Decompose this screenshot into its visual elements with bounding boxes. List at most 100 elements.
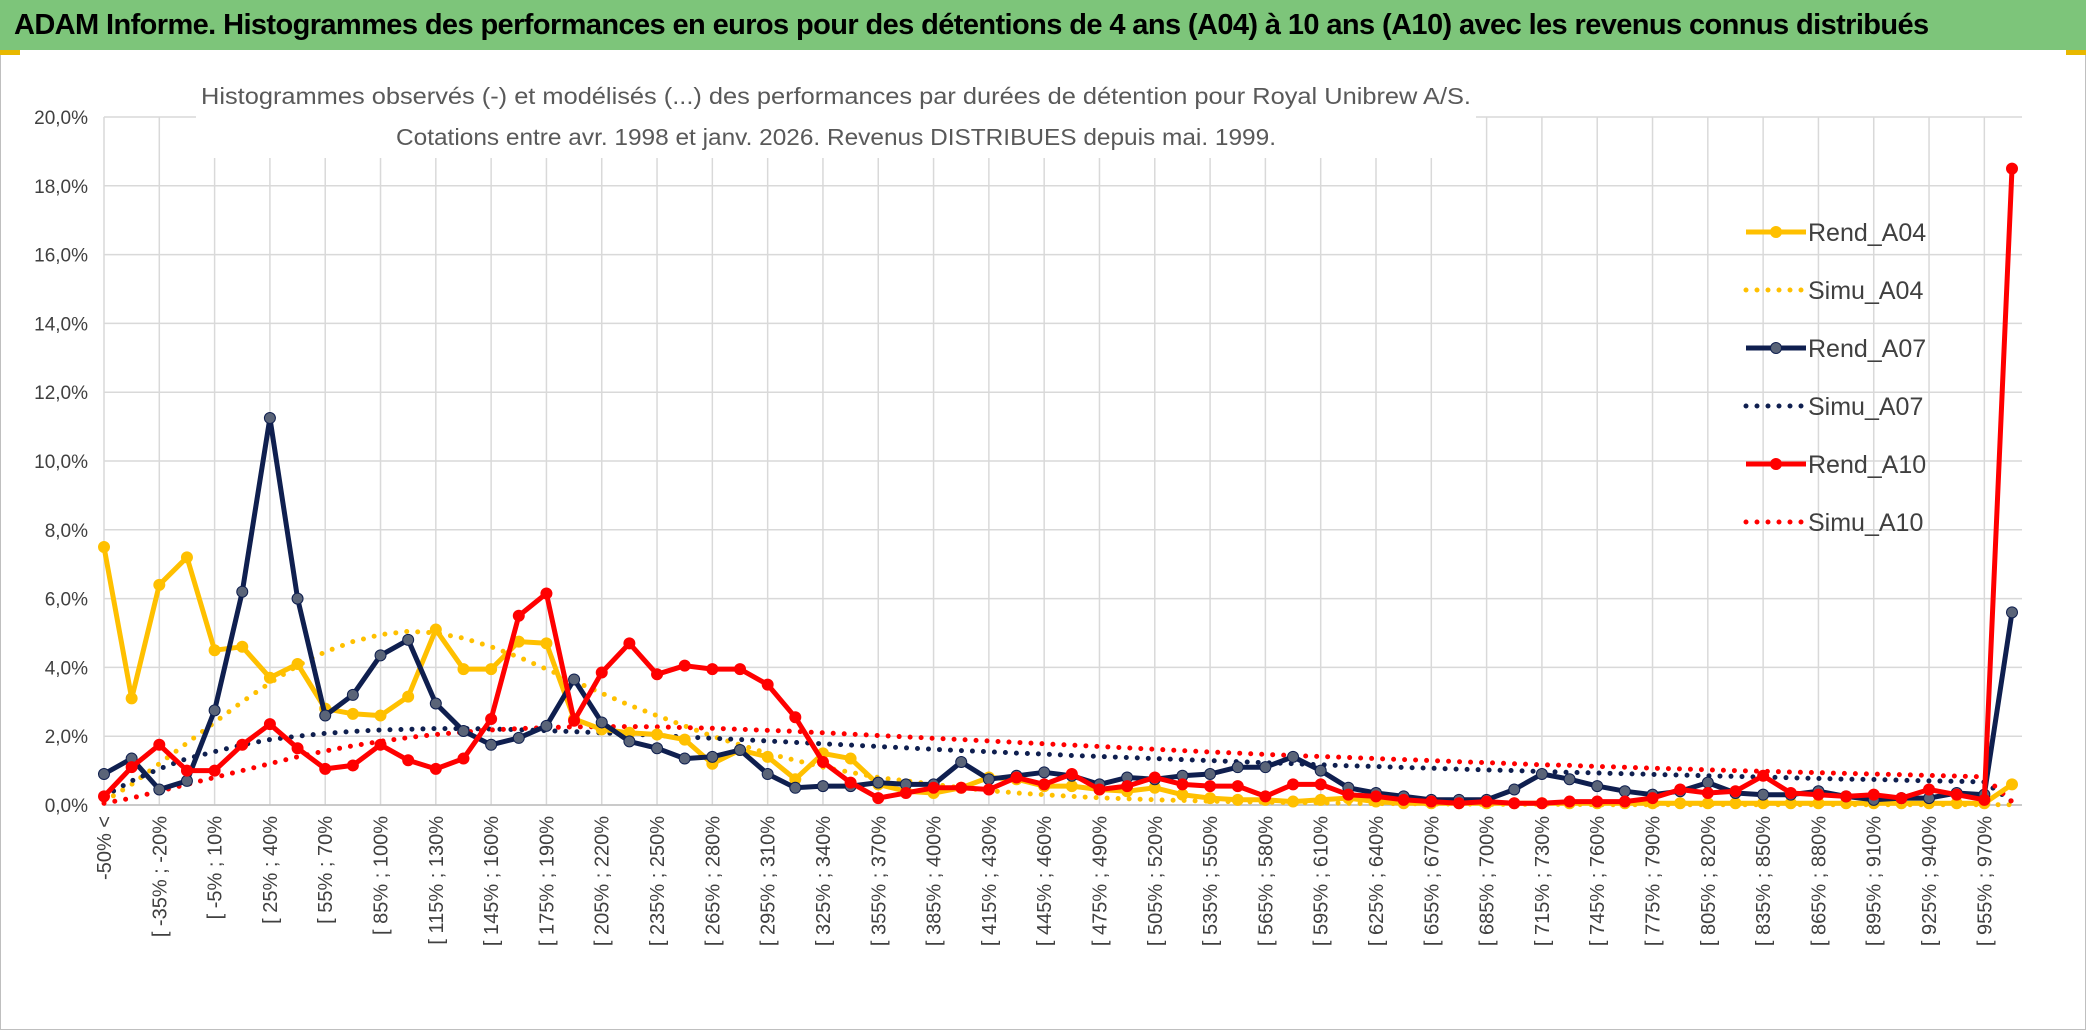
data-point-rend-a07: [568, 673, 581, 686]
x-tick-label: [ 115% ; 130%: [426, 816, 448, 945]
data-point-rend-a04: [263, 671, 276, 684]
x-tick-label: [ 415% ; 430%: [979, 816, 1001, 946]
x-tick-label: [ 145% ; 160%: [481, 816, 503, 946]
data-point-rend-a10: [1895, 792, 1908, 805]
data-point-rend-a07: [319, 709, 332, 722]
x-tick-label: [ 775% ; 790%: [1643, 816, 1665, 946]
frame-corner-left: [0, 50, 20, 55]
data-point-rend-a10: [789, 711, 802, 724]
data-point-rend-a07: [291, 592, 304, 605]
data-point-rend-a04: [125, 692, 138, 705]
data-point-rend-a10: [1646, 792, 1659, 805]
data-point-rend-a07: [1204, 768, 1217, 781]
data-point-rend-a10: [955, 781, 968, 794]
x-tick-label: [ 265% ; 280%: [702, 816, 724, 946]
data-point-rend-a04: [208, 644, 221, 657]
y-axis: 0,0% 2,0% 4,0% 6,0% 8,0% 10,0% 12,0% 14,0% 16,0%…: [34, 108, 88, 817]
data-point-rend-a10: [706, 663, 719, 676]
data-point-rend-a04: [2006, 778, 2018, 791]
data-point-rend-a04: [540, 637, 553, 650]
data-point-rend-a04: [236, 640, 249, 653]
x-tick-label: [ 205% ; 220%: [592, 816, 614, 946]
x-tick-label: [ 475% ; 490%: [1089, 816, 1111, 946]
legend-label: Rend_A07: [1808, 335, 1926, 363]
data-point-rend-a07: [761, 768, 774, 781]
data-point-rend-a07: [1038, 766, 1051, 779]
data-point-rend-a04: [1674, 797, 1687, 810]
x-tick-label: [ 25% ; 40%: [260, 816, 282, 924]
x-tick-label: [ 535% ; 550%: [1200, 816, 1222, 946]
data-point-rend-a07: [208, 704, 221, 717]
data-point-rend-a10: [1259, 790, 1272, 803]
x-tick-label: [ 955% ; 970%: [1974, 816, 1996, 946]
data-point-rend-a10: [1314, 778, 1327, 791]
data-point-rend-a10: [1867, 788, 1880, 801]
chart-grid: [103, 116, 2022, 806]
data-point-rend-a10: [429, 762, 442, 775]
data-point-rend-a04: [1204, 792, 1217, 805]
y-tick-label: 8,0%: [45, 521, 88, 542]
data-point-rend-a10: [982, 783, 995, 796]
x-tick-label: [ 235% ; 250%: [647, 816, 669, 946]
x-tick-label: [ 445% ; 460%: [1034, 816, 1056, 946]
x-tick-label: [ 715% ; 730%: [1532, 816, 1554, 946]
data-point-rend-a07: [872, 776, 885, 789]
data-point-rend-a10: [872, 792, 885, 805]
data-point-rend-a07: [651, 742, 664, 755]
data-point-rend-a10: [1121, 780, 1134, 793]
data-point-rend-a07: [678, 752, 691, 765]
data-point-rend-a10: [1397, 793, 1410, 806]
data-point-rend-a04: [98, 541, 110, 553]
y-tick-label: 10,0%: [34, 452, 88, 473]
data-point-rend-a04: [485, 663, 498, 676]
data-point-rend-a10: [595, 666, 608, 679]
chart-series: [98, 162, 2018, 810]
data-point-rend-a04: [402, 690, 415, 703]
data-point-rend-a10: [568, 714, 581, 727]
x-tick-label: [ 385% ; 400%: [924, 816, 946, 946]
data-point-rend-a10: [1204, 780, 1217, 793]
x-tick-label: [ 175% ; 190%: [536, 816, 558, 946]
data-point-rend-a10: [678, 659, 691, 672]
data-point-rend-a04: [1314, 793, 1327, 806]
legend-marker: [1770, 342, 1782, 354]
data-point-rend-a10: [1923, 783, 1936, 796]
data-point-rend-a07: [540, 719, 553, 732]
data-point-rend-a10: [208, 764, 221, 777]
legend-label: Simu_A10: [1808, 509, 1923, 537]
data-point-rend-a10: [457, 752, 470, 765]
data-point-rend-a10: [1480, 795, 1493, 808]
data-point-rend-a07: [153, 783, 166, 796]
y-tick-label: 0,0%: [45, 796, 88, 817]
data-point-rend-a07: [1314, 764, 1327, 777]
data-point-rend-a10: [623, 637, 636, 650]
chart-legend: Rend_A04 Simu_A04 Rend_A07 Simu_A07 Rend_A10…: [1743, 219, 1926, 537]
data-point-rend-a10: [291, 742, 304, 755]
data-point-rend-a07: [706, 750, 719, 763]
y-tick-label: 16,0%: [34, 246, 88, 267]
data-point-rend-a07: [512, 731, 525, 744]
data-point-rend-a10: [319, 762, 332, 775]
y-tick-label: 6,0%: [45, 590, 88, 611]
y-tick-label: 12,0%: [34, 383, 88, 404]
data-point-rend-a07: [374, 649, 387, 662]
data-point-rend-a10: [1038, 778, 1051, 791]
x-tick-label: [ 355% ; 370%: [868, 816, 890, 946]
data-point-rend-a07: [263, 412, 276, 424]
data-point-rend-a04: [1231, 793, 1244, 806]
data-point-rend-a07: [346, 688, 359, 701]
y-tick-label: 20,0%: [34, 108, 88, 129]
data-point-rend-a04: [429, 623, 442, 636]
legend-label: Rend_A10: [1808, 451, 1926, 479]
data-point-rend-a10: [899, 786, 912, 799]
data-point-rend-a04: [291, 657, 304, 670]
legend-marker: [1770, 458, 1782, 470]
data-point-rend-a07: [402, 633, 415, 646]
data-point-rend-a10: [180, 764, 193, 777]
data-point-rend-a07: [98, 768, 110, 781]
data-point-rend-a07: [485, 738, 498, 751]
x-tick-label: [ 565% ; 580%: [1255, 816, 1277, 946]
data-point-rend-a10: [540, 587, 553, 600]
data-point-rend-a10: [1010, 771, 1023, 784]
data-point-rend-a07: [595, 716, 608, 729]
